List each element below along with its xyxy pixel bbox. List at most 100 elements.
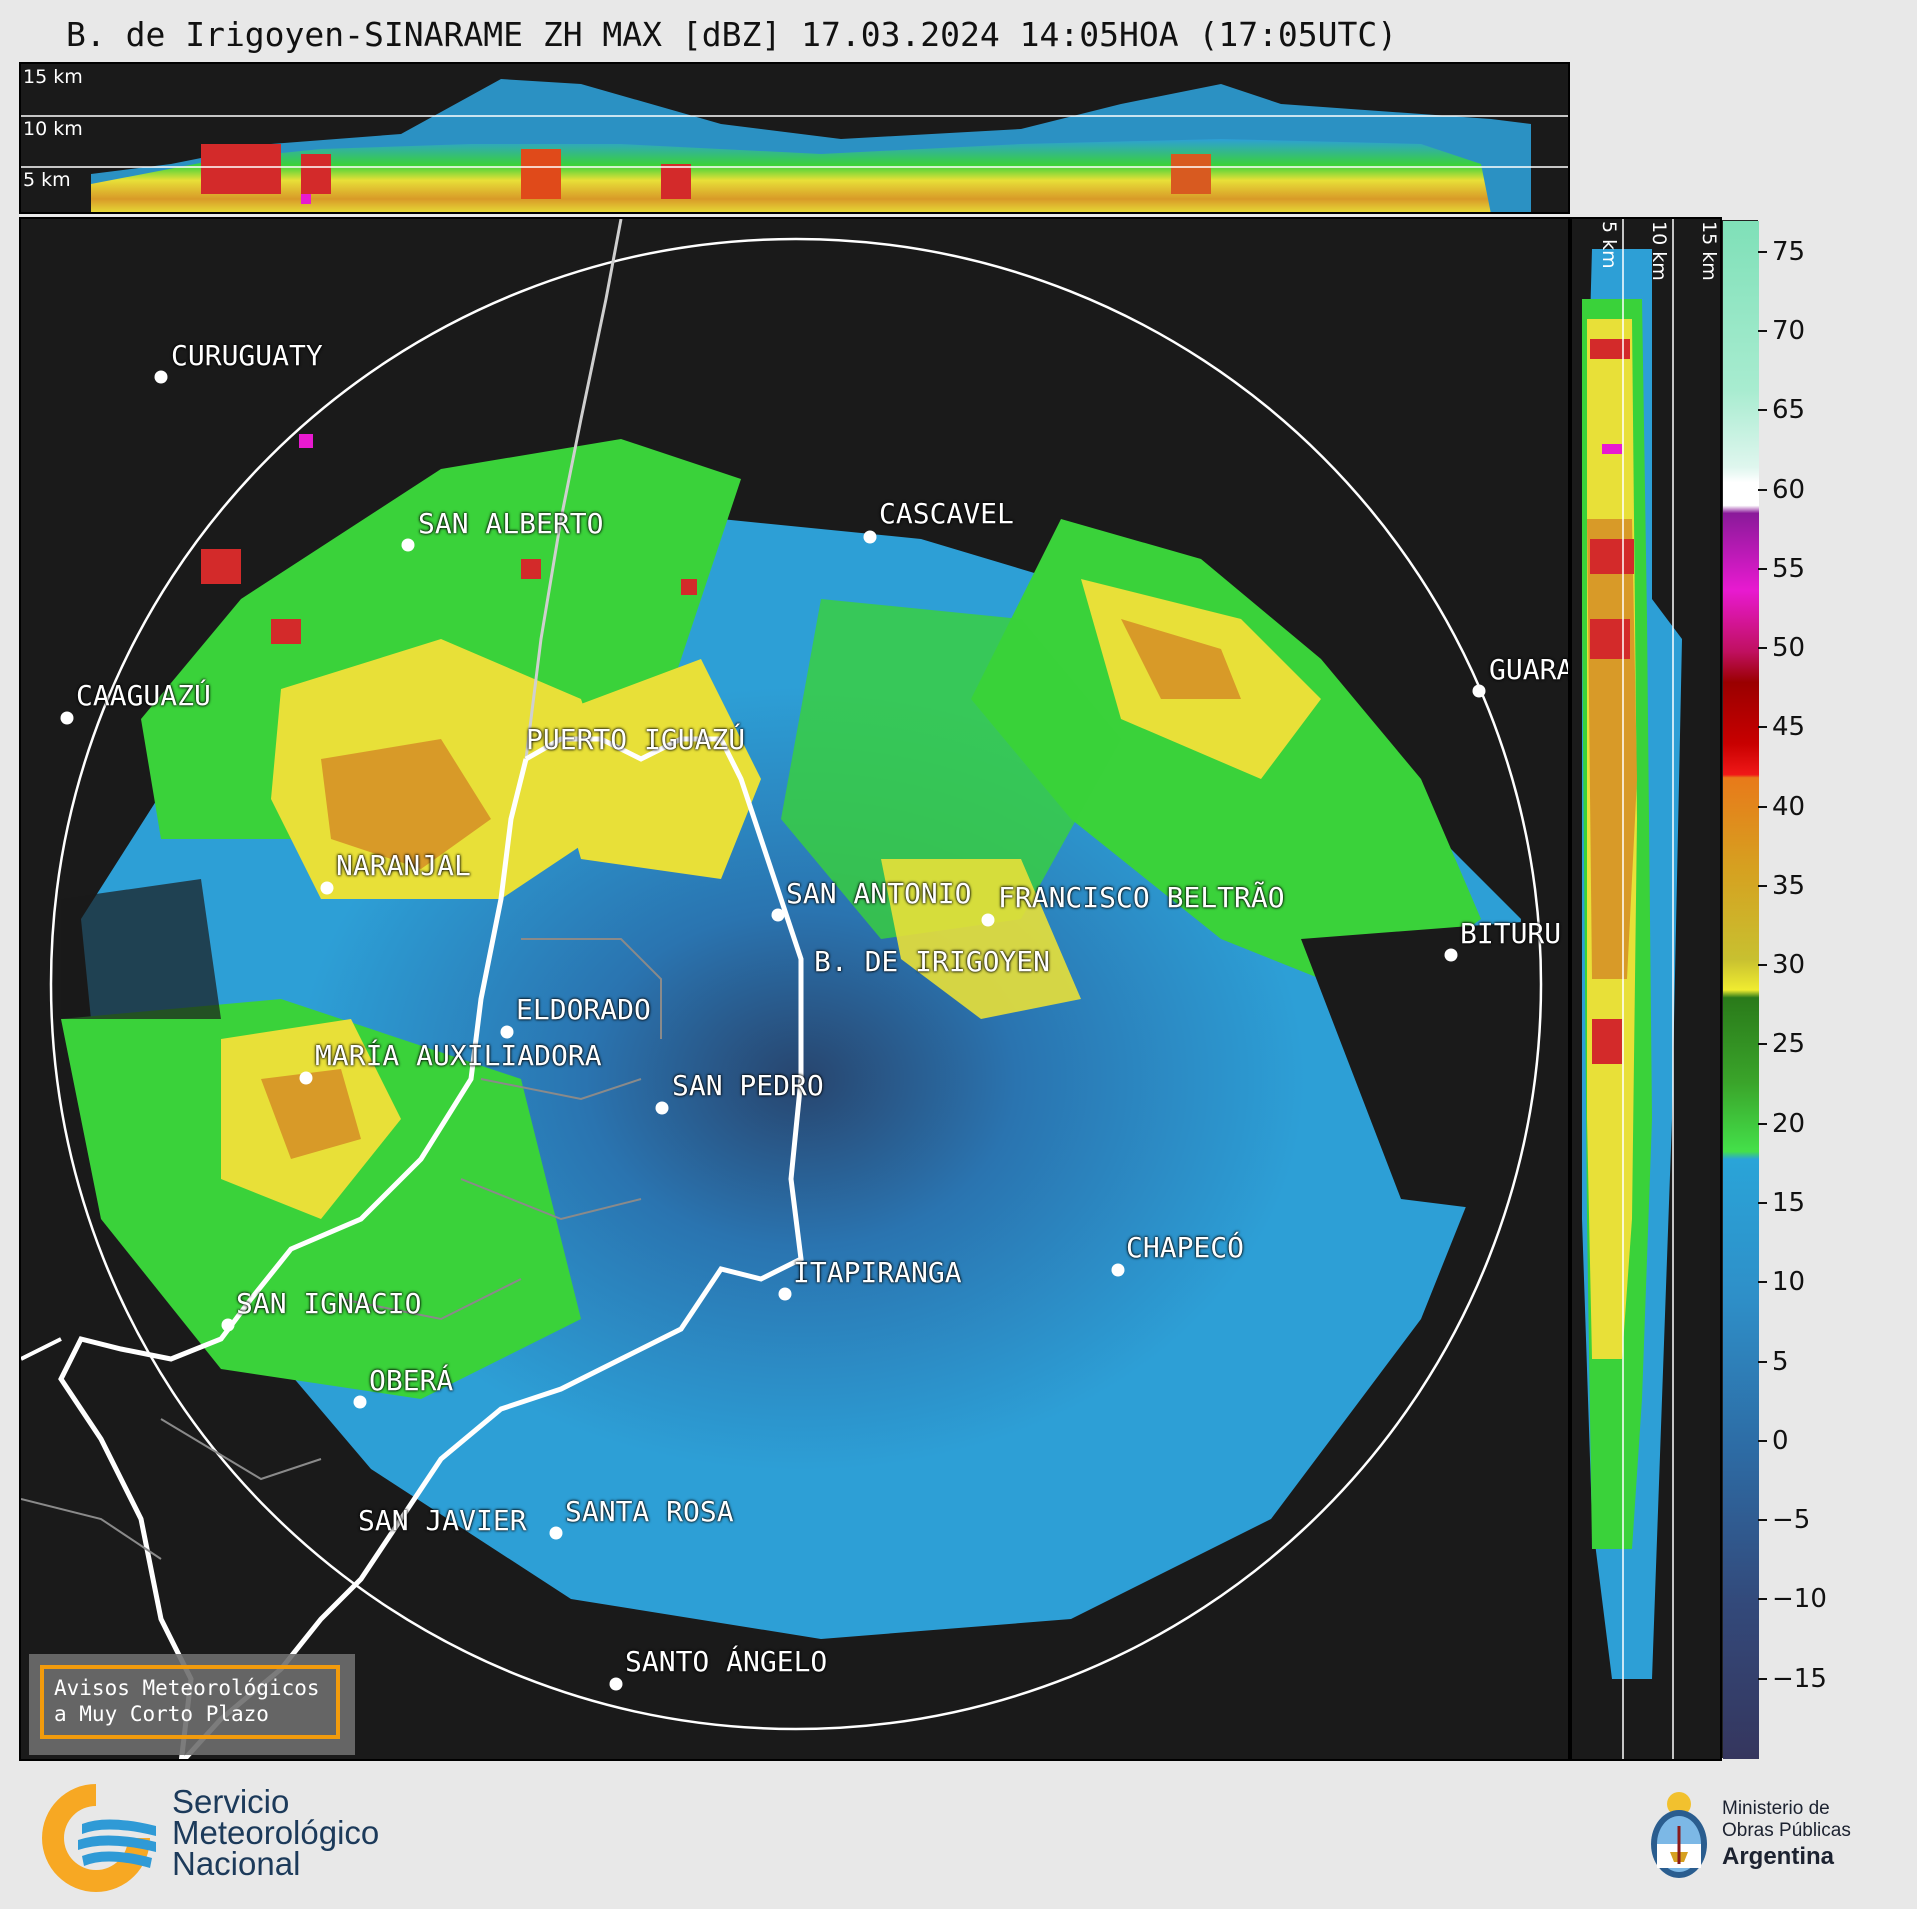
- avisos-box[interactable]: Avisos Meteorológicos a Muy Corto Plazo: [29, 1654, 355, 1755]
- city-dot-naranjal: [320, 881, 334, 895]
- smn-line-3: Nacional: [172, 1845, 301, 1882]
- colorbar-tick-label: 75: [1772, 236, 1806, 267]
- side-height-label-10km: 10 km: [1648, 221, 1670, 281]
- top-height-label-10km: 10 km: [23, 118, 83, 140]
- city-label-san-antonio: SAN ANTONIO: [786, 877, 972, 910]
- city-label-santo-angelo: SANTO ÁNGELO: [625, 1645, 828, 1678]
- city-dot-santa-rosa: [549, 1526, 563, 1540]
- smn-line-2: Meteorológico: [172, 1814, 380, 1851]
- colorbar-tick-label: −10: [1772, 1584, 1827, 1615]
- top-cross-section-echo: [21, 79, 1568, 212]
- dbz-colorbar: [1722, 220, 1759, 1759]
- colorbar-tick-label: 0: [1772, 1425, 1789, 1456]
- city-label-francisco-beltrao: FRANCISCO BELTRÃO: [998, 881, 1285, 914]
- city-label-obera: OBERÁ: [369, 1364, 454, 1397]
- ministry-line-3: Argentina: [1722, 1843, 1835, 1870]
- top-height-label-15km: 15 km: [23, 66, 83, 88]
- colorbar-tick: [1758, 1439, 1767, 1442]
- city-dot-eldorado: [500, 1025, 514, 1039]
- city-dot-maria-auxiliadora: [299, 1071, 313, 1085]
- city-dot-francisco-beltrao: [981, 913, 995, 927]
- colorbar-tick: [1758, 1043, 1767, 1046]
- city-label-chapeco: CHAPECÓ: [1126, 1231, 1245, 1264]
- colorbar-tick: [1758, 1360, 1767, 1363]
- colorbar-tick: [1758, 567, 1767, 570]
- city-label-maria-auxiliadora: MARÍA AUXILIADORA: [315, 1039, 602, 1072]
- smn-logo-text: Servicio Meteorológico Nacional: [172, 1783, 380, 1882]
- side-cross-section-echo: [1582, 219, 1682, 1759]
- colorbar-tick: [1758, 250, 1767, 253]
- colorbar-tick: [1758, 1519, 1767, 1522]
- city-label-caaguazu: CAAGUAZÚ: [76, 679, 211, 712]
- city-dot-san-ignacio: [221, 1318, 235, 1332]
- ministry-line-1: Ministerio de: [1722, 1798, 1830, 1819]
- city-label-san-alberto: SAN ALBERTO: [418, 507, 604, 540]
- avisos-line-2: a Muy Corto Plazo: [54, 1702, 269, 1726]
- city-label-eldorado: ELDORADO: [516, 993, 651, 1026]
- city-label-naranjal: NARANJAL: [336, 849, 471, 882]
- colorbar-tick: [1758, 1598, 1767, 1601]
- side-height-label-5km: 5 km: [1598, 221, 1620, 269]
- smn-line-1: Servicio: [172, 1783, 290, 1820]
- smn-logo: Servicio Meteorológico Nacional: [32, 1778, 392, 1893]
- colorbar-tick-label: 30: [1772, 950, 1806, 981]
- colorbar-tick: [1758, 647, 1767, 650]
- colorbar-tick-label: 55: [1772, 553, 1806, 584]
- city-label-b-de-irigoyen: B. DE IRIGOYEN: [814, 945, 1051, 978]
- colorbar-tick-label: −15: [1772, 1663, 1827, 1694]
- city-label-curuguaty: CURUGUATY: [171, 339, 323, 372]
- city-label-san-javier: SAN JAVIER: [358, 1504, 527, 1537]
- colorbar-tick: [1758, 1677, 1767, 1680]
- colorbar-tick: [1758, 329, 1767, 332]
- colorbar-tick-label: 65: [1772, 395, 1806, 426]
- colorbar-tick-label: −5: [1772, 1505, 1811, 1536]
- city-dot-cascavel: [863, 530, 877, 544]
- city-dot-obera: [353, 1395, 367, 1409]
- colorbar-tick: [1758, 1122, 1767, 1125]
- colorbar-tick-label: 50: [1772, 633, 1806, 664]
- colorbar-tick: [1758, 1281, 1767, 1284]
- colorbar-tick-label: 10: [1772, 1267, 1806, 1298]
- city-dot-curuguaty: [154, 370, 168, 384]
- city-label-puerto-iguazu: PUERTO IGUAZÚ: [526, 723, 746, 756]
- radar-echo-layer: [21, 219, 1543, 1759]
- avisos-line-1: Avisos Meteorológicos: [54, 1676, 320, 1700]
- top-cross-section-panel: 15 km 10 km 5 km: [19, 62, 1570, 214]
- city-label-itapiranga: ITAPIRANGA: [793, 1256, 962, 1289]
- city-dot-chapeco: [1111, 1263, 1125, 1277]
- colorbar-tick-label: 35: [1772, 870, 1806, 901]
- colorbar-tick-label: 20: [1772, 1108, 1806, 1139]
- smn-logo-icon: [42, 1784, 156, 1892]
- city-dot-caaguazu: [60, 711, 74, 725]
- city-dot-guara: [1472, 684, 1486, 698]
- city-label-santa-rosa: SANTA ROSA: [565, 1495, 734, 1528]
- dbz-colorbar-gradient: [1723, 221, 1759, 1759]
- city-label-cascavel: CASCAVEL: [879, 497, 1014, 530]
- city-dot-san-antonio: [771, 908, 785, 922]
- side-cross-section-panel: 5 km 10 km 15 km: [1570, 217, 1722, 1761]
- colorbar-tick: [1758, 488, 1767, 491]
- city-label-bituru: BITURU: [1460, 917, 1562, 950]
- colorbar-tick: [1758, 409, 1767, 412]
- radar-title: B. de Irigoyen-SINARAME ZH MAX [dBZ] 17.…: [66, 15, 1398, 54]
- colorbar-tick-label: 60: [1772, 474, 1806, 505]
- city-label-san-pedro: SAN PEDRO: [672, 1069, 824, 1102]
- colorbar-tick: [1758, 964, 1767, 967]
- ministry-logo: Ministerio de Obras Públicas Argentina: [1640, 1782, 1910, 1892]
- colorbar-tick-label: 40: [1772, 791, 1806, 822]
- city-dot-santo-angelo: [609, 1677, 623, 1691]
- side-height-label-15km: 15 km: [1698, 221, 1720, 281]
- colorbar-tick: [1758, 884, 1767, 887]
- colorbar-tick: [1758, 1202, 1767, 1205]
- city-dot-san-pedro: [655, 1101, 669, 1115]
- city-dot-san-alberto: [401, 538, 415, 552]
- colorbar-tick-label: 45: [1772, 712, 1806, 743]
- city-label-san-ignacio: SAN IGNACIO: [236, 1287, 422, 1320]
- colorbar-tick: [1758, 805, 1767, 808]
- colorbar-tick-label: 15: [1772, 1188, 1806, 1219]
- colorbar-tick-label: 70: [1772, 315, 1806, 346]
- top-height-label-5km: 5 km: [23, 169, 71, 191]
- avisos-box-border: Avisos Meteorológicos a Muy Corto Plazo: [40, 1665, 340, 1739]
- city-dot-itapiranga: [778, 1287, 792, 1301]
- ministry-text: Ministerio de Obras Públicas Argentina: [1722, 1798, 1851, 1872]
